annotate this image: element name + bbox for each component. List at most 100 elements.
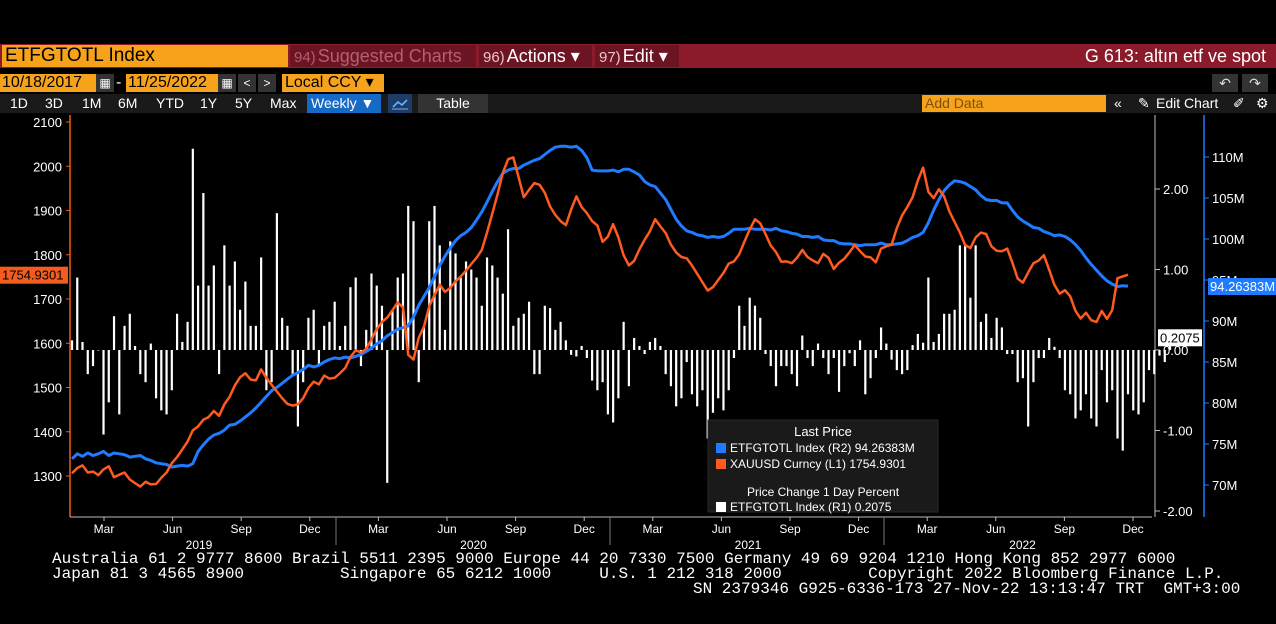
bar — [638, 345, 641, 350]
tab-actions[interactable]: 96) Actions ▾ — [479, 45, 592, 67]
bar — [449, 241, 452, 350]
bar — [422, 325, 426, 350]
bar — [118, 350, 121, 415]
gear-icon[interactable]: ⚙ — [1256, 95, 1269, 111]
undo-icon[interactable]: ↶ — [1212, 74, 1238, 92]
bar — [375, 285, 378, 350]
bar — [1037, 350, 1040, 359]
bar — [622, 321, 625, 350]
bar — [848, 350, 851, 354]
left-tick-label: 1500 — [33, 381, 62, 396]
bar — [890, 350, 893, 360]
bar — [806, 350, 809, 359]
r2-tick-label: 100M — [1212, 232, 1245, 247]
tab-edit[interactable]: 97) Edit ▾ — [595, 45, 679, 67]
left-tick-label: 1300 — [33, 469, 62, 484]
start-date-input[interactable]: 10/18/2017 — [0, 74, 96, 92]
x-tick-label: Mar — [642, 522, 663, 536]
range-5y[interactable]: 5Y — [235, 95, 253, 111]
bar — [239, 309, 242, 350]
collapse-icon[interactable]: « — [1114, 95, 1122, 111]
range-1y[interactable]: 1Y — [200, 95, 218, 111]
pencil-icon[interactable]: ✎ — [1138, 95, 1150, 111]
footer-line-3: SN 2379346 G925-6336-173 27-Nov-22 13:13… — [693, 580, 1241, 598]
tab-suggested-charts[interactable]: 94) Suggested Charts — [290, 45, 476, 67]
range-6m[interactable]: 6M — [118, 95, 138, 111]
bar — [554, 329, 557, 350]
range-1m[interactable]: 1M — [82, 95, 102, 111]
bar — [785, 350, 788, 367]
range-1d[interactable]: 1D — [10, 95, 28, 111]
x-tick-label: Mar — [917, 522, 938, 536]
bar — [286, 325, 289, 350]
chevron-left-icon[interactable]: < — [238, 74, 256, 92]
bar — [774, 350, 778, 387]
bar — [916, 333, 919, 350]
currency-select[interactable]: Local CCY ▾ — [282, 74, 384, 92]
bar — [91, 350, 95, 367]
bar — [191, 148, 194, 350]
legend-entry: XAUUSD Curncy (L1) 1754.9301 — [730, 457, 906, 471]
bar — [459, 277, 462, 350]
bar — [281, 317, 284, 350]
bar — [564, 340, 567, 350]
redo-icon[interactable]: ↷ — [1242, 74, 1268, 92]
legend-swatch — [716, 459, 726, 469]
bar — [538, 350, 541, 375]
calendar-icon[interactable]: ▦ — [96, 74, 114, 92]
bar — [964, 245, 967, 350]
bar — [527, 301, 531, 350]
bar — [837, 350, 841, 392]
bar — [218, 350, 221, 375]
x-year-label: 2021 — [735, 538, 762, 551]
bar — [979, 321, 982, 350]
x-tick-label: Jun — [986, 522, 1005, 536]
bar — [370, 273, 373, 350]
x-tick-label: Sep — [231, 522, 253, 536]
r2-tick-label: 75M — [1212, 437, 1237, 452]
line-chart-icon[interactable] — [388, 94, 412, 113]
bar — [1095, 350, 1098, 427]
range-max[interactable]: Max — [270, 95, 297, 111]
r1-tick-label: -1.00 — [1163, 424, 1193, 439]
bar — [1042, 350, 1046, 359]
end-date-input[interactable]: 11/25/2022 — [126, 74, 218, 92]
range-ytd[interactable]: YTD — [156, 95, 184, 111]
calendar-icon[interactable]: ▦ — [218, 74, 236, 92]
bar — [922, 342, 925, 350]
left-tick-label: 1600 — [33, 336, 62, 351]
ticker-field[interactable]: ETFGTOTL Index — [2, 45, 288, 67]
bar — [212, 265, 215, 350]
bar — [76, 277, 79, 350]
bar — [753, 305, 757, 350]
bar — [349, 287, 352, 350]
left-tick-label: 2100 — [33, 115, 62, 130]
bar — [1158, 350, 1161, 356]
edit-chart-button[interactable]: Edit Chart — [1156, 95, 1219, 111]
annotate-icon[interactable]: ✐ — [1233, 95, 1245, 111]
footer-line-2: Japan 81 3 4565 8900 Singapore 65 6212 1… — [52, 565, 1224, 583]
bar — [1000, 327, 1004, 350]
bar — [207, 285, 210, 350]
add-data-input[interactable]: Add Data — [922, 95, 1106, 112]
bar — [570, 350, 573, 355]
legend-swatch — [716, 502, 726, 512]
last-change-tag — [1158, 329, 1202, 347]
bar — [1153, 350, 1156, 375]
table-button[interactable]: Table — [418, 94, 488, 113]
bar — [543, 305, 546, 350]
bar — [1147, 350, 1151, 371]
last-price-gold-label: 1754.9301 — [2, 268, 63, 283]
bar — [748, 297, 751, 350]
tab-number: 94) — [294, 49, 316, 66]
bar — [359, 350, 363, 367]
bar — [328, 321, 331, 350]
range-3d[interactable]: 3D — [45, 95, 63, 111]
bar — [417, 350, 420, 383]
bar — [690, 350, 694, 395]
bar — [260, 257, 263, 350]
chevron-right-icon[interactable]: > — [258, 74, 276, 92]
frequency-select[interactable]: Weekly ▼ — [307, 94, 381, 113]
r1-tick-label: -2.00 — [1163, 504, 1193, 519]
x-tick-label: Dec — [574, 522, 595, 536]
